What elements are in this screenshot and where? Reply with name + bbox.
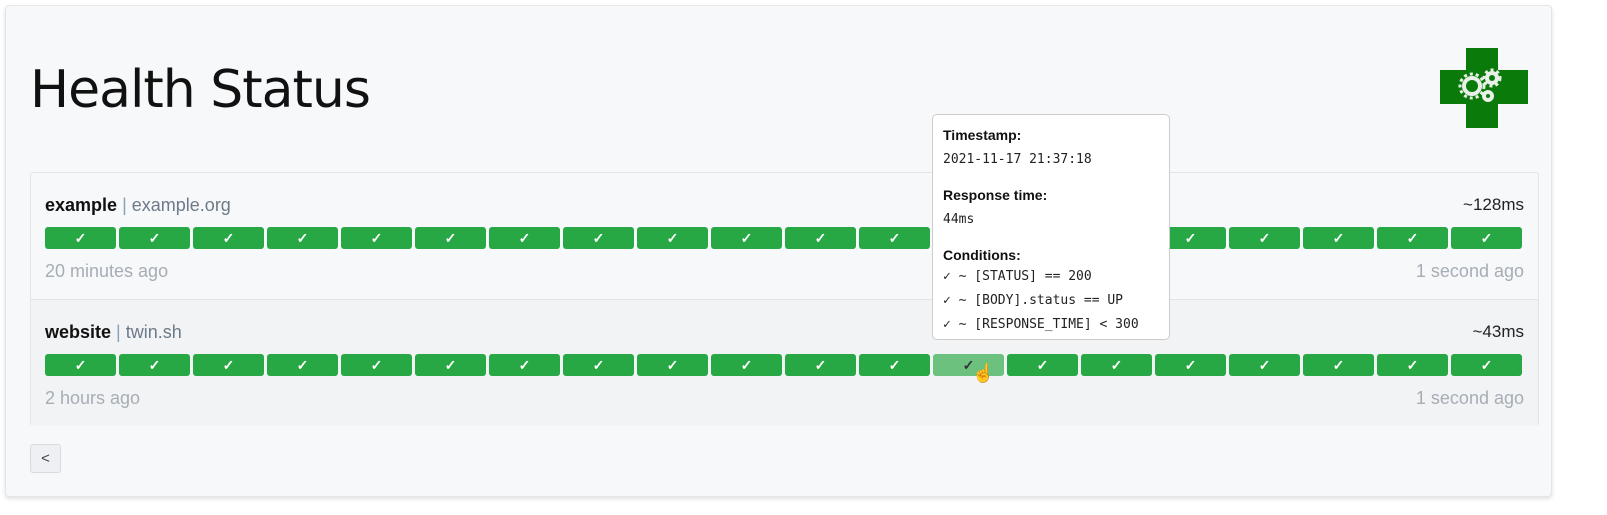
service-name: website | twin.sh: [45, 322, 182, 343]
condition-item: ✓ ~ [BODY].status == UP: [943, 293, 1124, 308]
result-bar[interactable]: ✓: [711, 227, 782, 249]
response-time-label: Response time:: [943, 187, 1048, 203]
services-panel: example | example.org ~128ms ✓ ✓ ✓ ✓ ✓ ✓ ✓ ✓ ✓ ✓ ✓…: [30, 172, 1539, 426]
result-bar[interactable]: ✓: [1377, 227, 1448, 249]
result-bar[interactable]: ✓: [711, 354, 782, 376]
oldest-result-time: 2 hours ago: [45, 388, 141, 408]
condition-item: ✓ ~ [RESPONSE_TIME] < 300: [943, 317, 1139, 332]
timestamp-label: Timestamp:: [943, 127, 1022, 143]
result-bar[interactable]: ✓: [563, 354, 634, 376]
result-bar[interactable]: ✓: [489, 227, 560, 249]
result-bar[interactable]: ✓: [341, 354, 412, 376]
timestamp-value: 2021-11-17 21:37:18: [943, 152, 1092, 167]
separator: |: [116, 322, 121, 342]
result-bar[interactable]: ✓: [1155, 354, 1226, 376]
result-tooltip: Timestamp: 2021-11-17 21:37:18 Response …: [932, 114, 1170, 340]
newest-result-time: 1 second ago: [1415, 388, 1524, 408]
result-bar[interactable]: ✓: [1303, 227, 1374, 249]
result-bar[interactable]: ✓: [45, 227, 116, 249]
service-name: example | example.org: [45, 195, 231, 216]
result-bar[interactable]: ✓: [415, 354, 486, 376]
result-bar[interactable]: ✓: [933, 354, 1004, 376]
result-bar[interactable]: ✓: [859, 354, 930, 376]
avg-response-time: ~43ms: [1472, 322, 1525, 341]
result-bar[interactable]: ✓: [119, 227, 190, 249]
result-bar[interactable]: ✓: [785, 227, 856, 249]
response-time-value: 44ms: [943, 212, 975, 227]
result-bar[interactable]: ✓: [267, 354, 338, 376]
result-bar[interactable]: ✓: [489, 354, 560, 376]
service-row-example[interactable]: example | example.org ~128ms ✓ ✓ ✓ ✓ ✓ ✓ ✓ ✓ ✓ ✓ ✓…: [31, 173, 1538, 300]
result-bar[interactable]: ✓: [637, 354, 708, 376]
result-bars: ✓✓✓✓✓✓✓✓✓✓✓✓✓✓✓✓✓✓✓✓: [45, 227, 1522, 249]
conditions-label: Conditions:: [943, 247, 1021, 263]
avg-response-time: ~128ms: [1463, 195, 1524, 214]
page-title: Health Status: [30, 60, 371, 120]
result-bar[interactable]: ✓: [1451, 227, 1522, 249]
service-hostname: twin.sh: [125, 322, 182, 342]
separator: |: [122, 195, 127, 215]
oldest-result-time: 20 minutes ago: [45, 261, 169, 281]
result-bar[interactable]: ✓: [1081, 354, 1152, 376]
result-bar[interactable]: ✓: [341, 227, 412, 249]
service-row-website[interactable]: website | twin.sh ~43ms ✓ ✓ ✓ ✓ ✓ ✓ ✓ ✓ ✓ ✓ ✓ ✓ ✓ ✓ ✓ ✓…: [31, 299, 1538, 426]
result-bar[interactable]: ✓: [193, 227, 264, 249]
result-bar[interactable]: ✓: [45, 354, 116, 376]
result-bar[interactable]: ✓: [1303, 354, 1374, 376]
result-bar[interactable]: ✓: [563, 227, 634, 249]
result-bar[interactable]: ✓: [119, 354, 190, 376]
health-cross-gears-logo: [1440, 48, 1528, 128]
service-title: website: [45, 322, 112, 342]
result-bar[interactable]: ✓: [267, 227, 338, 249]
result-bar[interactable]: ✓: [1229, 354, 1300, 376]
result-bar[interactable]: ✓: [415, 227, 486, 249]
service-hostname: example.org: [131, 195, 231, 215]
condition-item: ✓ ~ [STATUS] == 200: [943, 269, 1092, 284]
result-bar[interactable]: ✓: [637, 227, 708, 249]
service-title: example: [45, 195, 118, 215]
result-bar[interactable]: ✓: [193, 354, 264, 376]
result-bar[interactable]: ✓: [785, 354, 856, 376]
result-bar[interactable]: ✓: [1007, 354, 1078, 376]
result-bar[interactable]: ✓: [1229, 227, 1300, 249]
previous-page-button[interactable]: <: [30, 444, 61, 473]
hand-pointer-cursor-icon: ☝: [972, 363, 995, 383]
result-bar[interactable]: ✓: [1155, 227, 1226, 249]
result-bar[interactable]: ✓: [1451, 354, 1522, 376]
result-bars: ✓✓✓✓✓✓✓✓✓✓✓✓✓✓✓✓✓✓✓✓: [45, 354, 1522, 376]
result-bar[interactable]: ✓: [859, 227, 930, 249]
newest-result-time: 1 second ago: [1415, 261, 1524, 281]
result-bar[interactable]: ✓: [1377, 354, 1448, 376]
